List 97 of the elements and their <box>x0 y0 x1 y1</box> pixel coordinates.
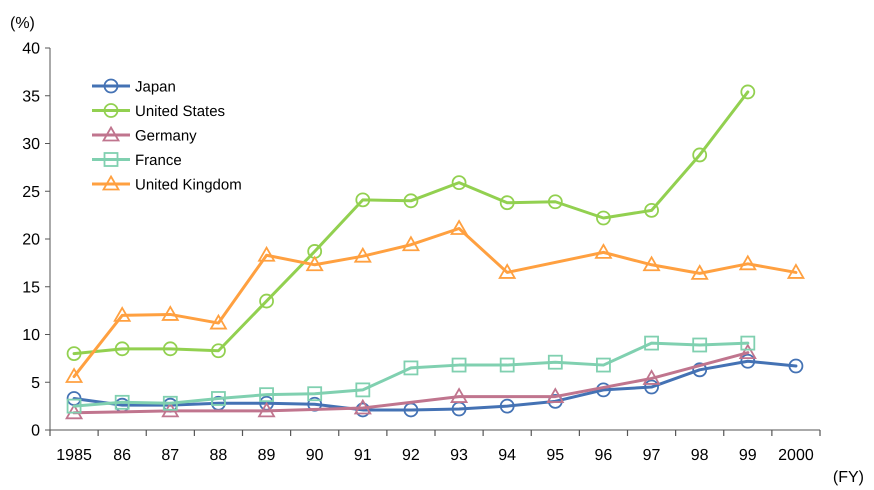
x-tick-label: 93 <box>450 447 468 464</box>
point <box>114 394 130 410</box>
y-tick-label: 15 <box>22 279 40 296</box>
y-tick-label: 5 <box>31 374 40 392</box>
point <box>546 388 564 403</box>
point <box>162 341 178 356</box>
point <box>307 386 322 402</box>
y-tick-label: 40 <box>22 40 40 58</box>
point <box>162 402 179 418</box>
point <box>355 192 370 208</box>
point <box>452 175 466 190</box>
point <box>788 264 804 279</box>
y-tick-label: 0 <box>31 422 40 440</box>
point <box>258 246 275 262</box>
legend-label: Germany <box>135 127 198 144</box>
point <box>306 256 324 272</box>
point <box>211 391 226 406</box>
point <box>354 248 372 263</box>
point <box>452 358 466 372</box>
point <box>692 362 708 378</box>
point <box>114 307 131 322</box>
x-tick-label: 86 <box>113 447 132 464</box>
x-axis-title: (FY) <box>832 469 864 486</box>
legend-label: United States <box>135 102 226 120</box>
point <box>259 387 274 402</box>
x-tick-label: 96 <box>594 447 612 464</box>
x-tick-label: 90 <box>306 447 324 464</box>
point <box>307 396 322 412</box>
point <box>692 148 708 162</box>
point <box>596 358 611 372</box>
point <box>210 314 227 330</box>
x-tick-label: 92 <box>402 447 420 464</box>
point <box>404 193 418 208</box>
point <box>66 398 82 414</box>
legend-label: United Kingdom <box>135 176 242 194</box>
point <box>450 388 468 403</box>
point <box>354 400 372 414</box>
y-tick-label: 10 <box>22 327 40 344</box>
point <box>452 402 466 416</box>
point <box>644 380 659 394</box>
point <box>643 370 660 385</box>
point <box>259 396 274 411</box>
point <box>307 244 322 259</box>
x-tick-label: 88 <box>210 447 228 464</box>
legend-label: France <box>135 152 182 169</box>
point <box>739 255 756 270</box>
x-tick-label: 87 <box>161 447 180 464</box>
point <box>66 404 82 420</box>
point <box>548 394 563 409</box>
x-tick-label: 1985 <box>56 447 92 464</box>
x-tick-label: 98 <box>690 447 709 464</box>
point <box>402 236 420 252</box>
point <box>66 391 82 406</box>
point <box>548 194 563 210</box>
point <box>692 338 708 352</box>
point <box>596 382 611 398</box>
x-tick-label: 94 <box>498 447 516 464</box>
point <box>595 244 612 259</box>
y-axis-title: (%) <box>10 15 35 32</box>
point <box>740 354 756 369</box>
point <box>66 346 82 361</box>
x-tick-label: 91 <box>354 447 372 464</box>
y-tick-label: 30 <box>22 136 40 154</box>
legend-label: Japan <box>135 78 176 96</box>
point <box>450 220 468 235</box>
point <box>211 343 226 358</box>
point <box>740 84 756 100</box>
point <box>355 402 370 418</box>
point <box>644 202 659 218</box>
x-tick-label: 95 <box>546 447 564 464</box>
point <box>596 210 611 226</box>
y-tick-label: 35 <box>22 88 40 106</box>
point <box>500 358 515 372</box>
y-tick-label: 20 <box>22 232 40 249</box>
point <box>66 368 82 383</box>
point <box>500 195 515 210</box>
point <box>691 264 708 280</box>
point <box>259 294 274 308</box>
point <box>500 398 515 414</box>
point <box>162 306 179 321</box>
x-tick-label: 99 <box>738 447 757 464</box>
point <box>404 360 418 376</box>
y-tick-label: 25 <box>22 184 40 201</box>
point <box>644 336 659 350</box>
point <box>740 336 756 350</box>
x-tick-label: 97 <box>642 447 661 464</box>
point <box>548 354 563 370</box>
point <box>498 264 516 279</box>
point <box>114 341 130 356</box>
point <box>258 402 275 418</box>
point <box>788 358 804 374</box>
point <box>355 382 370 398</box>
point <box>643 256 660 272</box>
x-tick-label: 89 <box>258 447 276 464</box>
point <box>739 344 756 360</box>
x-tick-label: 2000 <box>778 447 814 464</box>
point <box>404 402 418 418</box>
